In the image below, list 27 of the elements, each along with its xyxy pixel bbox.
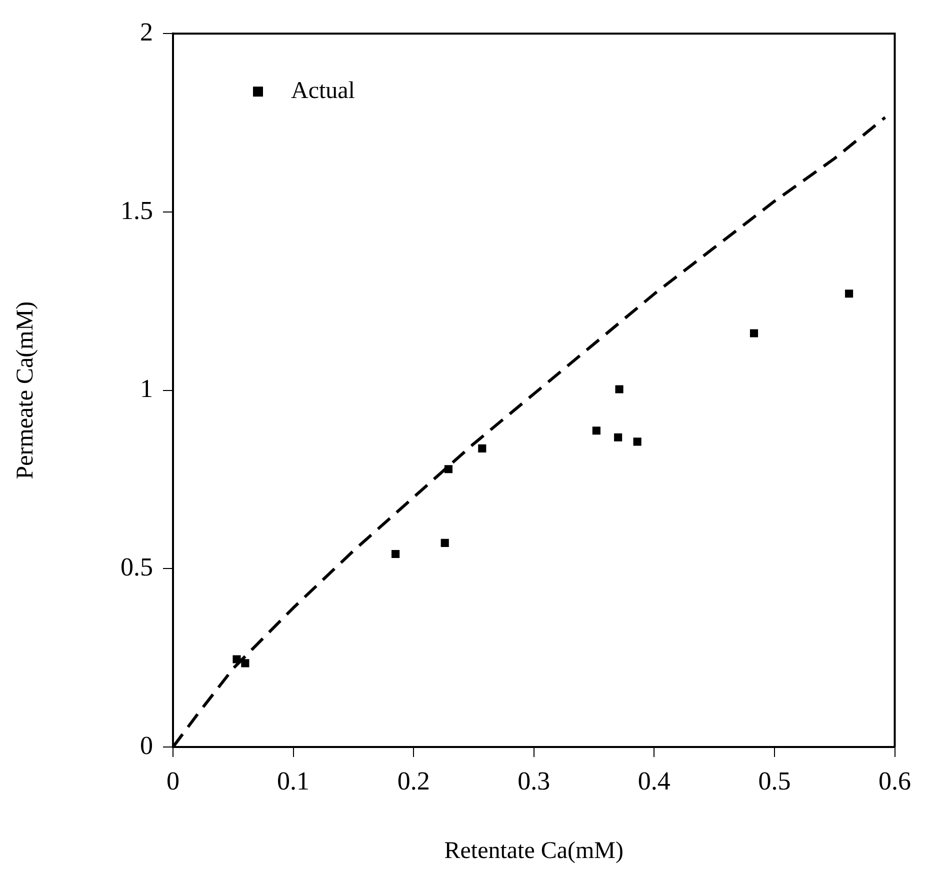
y-tick-label: 1.5 [120,196,153,225]
legend-label: Actual [291,78,356,104]
point [392,550,400,558]
point [241,659,250,668]
x-tick-label: 0.3 [518,766,550,796]
y-tick-label: 0 [140,730,153,760]
x-tick-label: 0 [166,766,180,796]
point [478,444,486,452]
point [615,385,624,394]
point [633,438,642,446]
x-tick-label: 0.4 [638,766,670,796]
y-tick-label: 2 [140,17,153,46]
y-tick-label: 1 [140,374,153,404]
point [440,538,449,548]
x-tick-label: 0.2 [397,766,430,796]
point [444,465,453,474]
x-axis-title: Retentate Ca(mM) [444,838,624,864]
x-tick-label: 0.6 [878,766,911,796]
point [592,426,600,435]
point [614,433,622,442]
y-axis-title: Permeate Ca(mM) [12,301,39,480]
point [845,290,854,298]
x-tick-label: 0.1 [277,766,310,796]
y-tick-label: 0.5 [120,552,153,582]
x-tick-label: 0.5 [758,766,791,796]
point [750,329,758,338]
point [232,655,241,664]
